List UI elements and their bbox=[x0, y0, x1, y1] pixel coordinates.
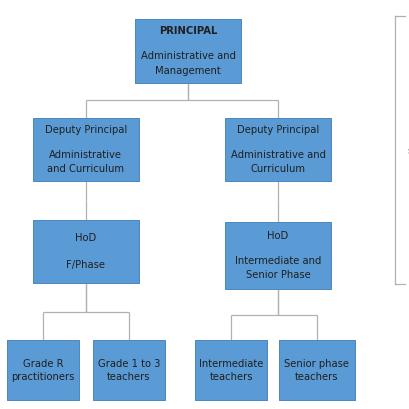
Text: PRINCIPAL: PRINCIPAL bbox=[159, 27, 217, 36]
Text: Senior phase: Senior phase bbox=[285, 359, 349, 369]
Text: Administrative and: Administrative and bbox=[141, 52, 236, 61]
Text: HoD: HoD bbox=[267, 231, 289, 241]
Text: Administrative: Administrative bbox=[49, 150, 122, 160]
Text: teachers: teachers bbox=[209, 372, 253, 382]
Text: Deputy Principal: Deputy Principal bbox=[237, 125, 319, 135]
Text: and Curriculum: and Curriculum bbox=[47, 164, 124, 174]
Text: HoD: HoD bbox=[75, 234, 97, 243]
Text: Senior Phase: Senior Phase bbox=[246, 270, 310, 280]
Text: teachers: teachers bbox=[295, 372, 339, 382]
Text: teachers: teachers bbox=[107, 372, 151, 382]
Text: Curriculum: Curriculum bbox=[251, 164, 306, 174]
Text: s: s bbox=[407, 146, 409, 156]
FancyBboxPatch shape bbox=[33, 220, 139, 283]
Text: Grade R: Grade R bbox=[22, 359, 63, 369]
FancyBboxPatch shape bbox=[225, 222, 331, 290]
FancyBboxPatch shape bbox=[225, 118, 331, 181]
Text: Management: Management bbox=[155, 66, 221, 76]
FancyBboxPatch shape bbox=[279, 340, 355, 400]
Text: F/Phase: F/Phase bbox=[66, 260, 106, 270]
Text: Deputy Principal: Deputy Principal bbox=[45, 125, 127, 135]
Text: Administrative and: Administrative and bbox=[231, 150, 326, 160]
FancyBboxPatch shape bbox=[93, 340, 164, 400]
Text: Intermediate: Intermediate bbox=[199, 359, 263, 369]
FancyBboxPatch shape bbox=[135, 19, 241, 83]
FancyBboxPatch shape bbox=[33, 118, 139, 181]
Text: Grade 1 to 3: Grade 1 to 3 bbox=[98, 359, 160, 369]
FancyBboxPatch shape bbox=[195, 340, 267, 400]
Text: Intermediate and: Intermediate and bbox=[235, 256, 321, 266]
FancyBboxPatch shape bbox=[7, 340, 79, 400]
Text: practitioners: practitioners bbox=[11, 372, 74, 382]
